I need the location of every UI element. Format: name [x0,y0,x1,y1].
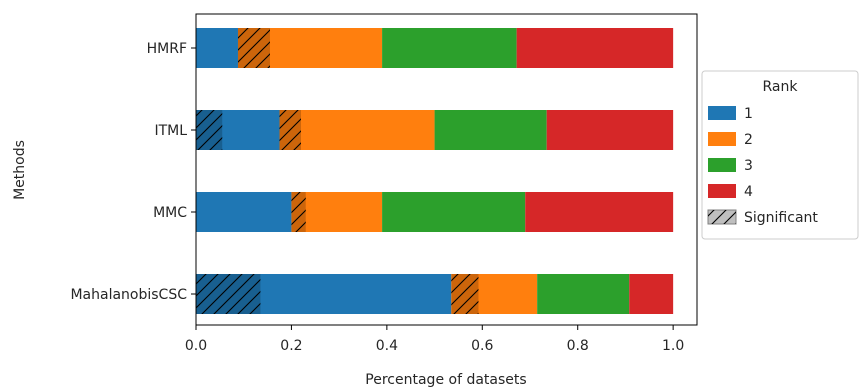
bar-mmc-rank-2 [291,192,383,232]
x-tick-label: 0.2 [280,338,302,354]
legend-swatch-rank-4 [708,184,736,198]
y-tick-label-itml: ITML [154,123,187,139]
legend-swatch-rank-1 [708,106,736,120]
significance-hatch-layer [196,28,479,314]
legend: Rank 1 2 3 4 Significant [701,70,859,240]
bar-itml-rank-2 [279,110,435,150]
significant-hatch-itml-rank-1 [196,110,223,150]
legend-swatch-rank-2 [708,132,736,146]
legend-swatch-rank-3 [708,158,736,172]
y-tick-label-mahalanobiscsc: MahalanobisCSC [70,287,187,303]
significant-hatch-hmrf-rank-2 [237,28,270,68]
bar-hmrf-rank-3 [382,28,517,68]
legend-label-rank-3: 3 [744,158,753,174]
x-tick-label: 0.0 [185,338,207,354]
x-axis-ticks: 0.0 0.2 0.4 0.6 0.8 1.0 [185,325,684,354]
bar-mmc-rank-4 [525,192,674,232]
x-tick-label: 0.4 [376,338,398,354]
y-axis-label: Methods [12,140,28,200]
bar-hmrf-rank-4 [516,28,674,68]
significant-hatch-mahalanobiscsc-rank-1 [196,274,261,314]
plot-frame [195,13,698,326]
y-axis-ticks: HMRF ITML MMC MahalanobisCSC [70,41,196,303]
bar-mahalanobiscsc-rank-4 [629,274,674,314]
bar-mahalanobiscsc-rank-3 [537,274,630,314]
x-tick-label: 0.8 [567,338,589,354]
x-axis-label: Percentage of datasets [365,372,526,388]
legend-frame [701,70,859,240]
legend-swatch-significant-hatch [708,210,736,224]
bar-hmrf-rank-1 [196,28,238,68]
legend-title: Rank [763,79,799,95]
bar-itml-rank-4 [546,110,674,150]
x-tick-label: 0.6 [471,338,493,354]
bar-itml-rank-3 [434,110,547,150]
legend-label-rank-2: 2 [744,132,753,148]
bar-mmc-rank-3 [382,192,526,232]
significant-hatch-itml-rank-2 [279,110,301,150]
x-tick-label: 1.0 [662,338,684,354]
bars-layer [196,28,674,314]
y-tick-label-mmc: MMC [153,205,187,221]
bar-mmc-rank-1 [196,192,292,232]
y-tick-label-hmrf: HMRF [147,41,187,57]
legend-entries: 1 2 3 4 [708,106,753,200]
significant-hatch-mmc-rank-2 [291,192,306,232]
legend-label-rank-1: 1 [744,106,753,122]
legend-label-rank-4: 4 [744,184,753,200]
legend-label-significant: Significant [744,210,818,226]
significant-hatch-mahalanobiscsc-rank-2 [451,274,479,314]
